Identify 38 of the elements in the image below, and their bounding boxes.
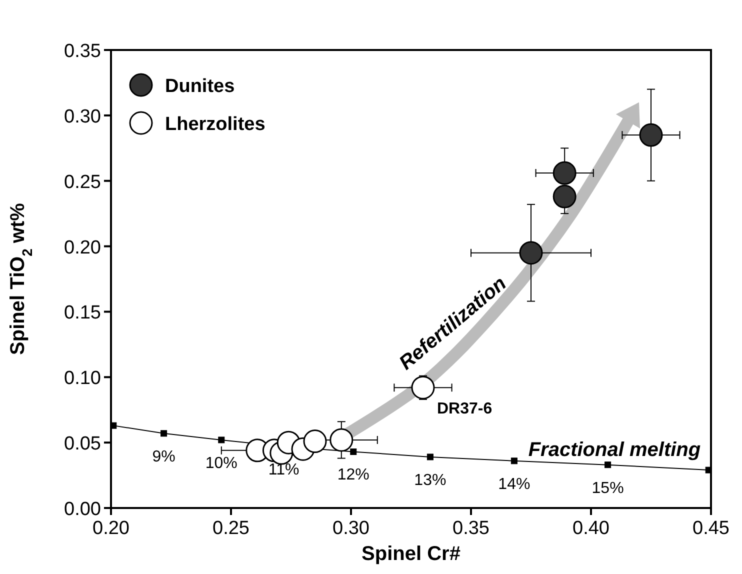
x-tick-label: 0.30 (332, 518, 370, 539)
x-axis-title: Spinel Cr# (362, 543, 460, 565)
point (426, 454, 434, 460)
y-tick-label: 0.15 (64, 302, 101, 324)
point (552, 184, 576, 208)
legend-label: Lherzolites (165, 114, 266, 135)
y-tick-label: 0.20 (64, 237, 101, 258)
legend-label: Dunites (165, 76, 235, 97)
x-tick-label: 0.45 (692, 518, 730, 539)
point (218, 436, 225, 444)
x-tick-label: 0.20 (92, 518, 130, 539)
annotation: 9% (152, 448, 176, 466)
point (411, 376, 435, 400)
annotation: 14% (498, 476, 530, 493)
x-tick-label: 0.40 (572, 518, 610, 539)
point (330, 428, 354, 452)
x-tick-label: 0.25 (212, 518, 250, 539)
y-tick-label: 0.05 (64, 434, 101, 455)
y-tick-label: 0.10 (64, 368, 101, 390)
y-tick-label: 0.00 (64, 499, 101, 520)
point (519, 241, 543, 265)
x-tick-label: 0.35 (452, 518, 490, 539)
point (350, 448, 357, 455)
point (510, 458, 518, 464)
annotation: 13% (414, 472, 446, 489)
point (552, 161, 576, 185)
annotation: 10% (205, 454, 238, 472)
annotation: 11% (268, 461, 300, 478)
series-label: Fractional melting (528, 439, 701, 462)
y-tick-label: 0.25 (64, 172, 101, 193)
y-tick-label: 0.35 (64, 41, 101, 62)
point (639, 123, 663, 147)
annotation: 12% (337, 466, 370, 484)
annotation: 15% (592, 480, 624, 497)
annotation: DR37-6 (437, 400, 492, 418)
point (604, 462, 612, 468)
point (160, 430, 168, 437)
y-tick-label: 0.30 (64, 106, 101, 128)
